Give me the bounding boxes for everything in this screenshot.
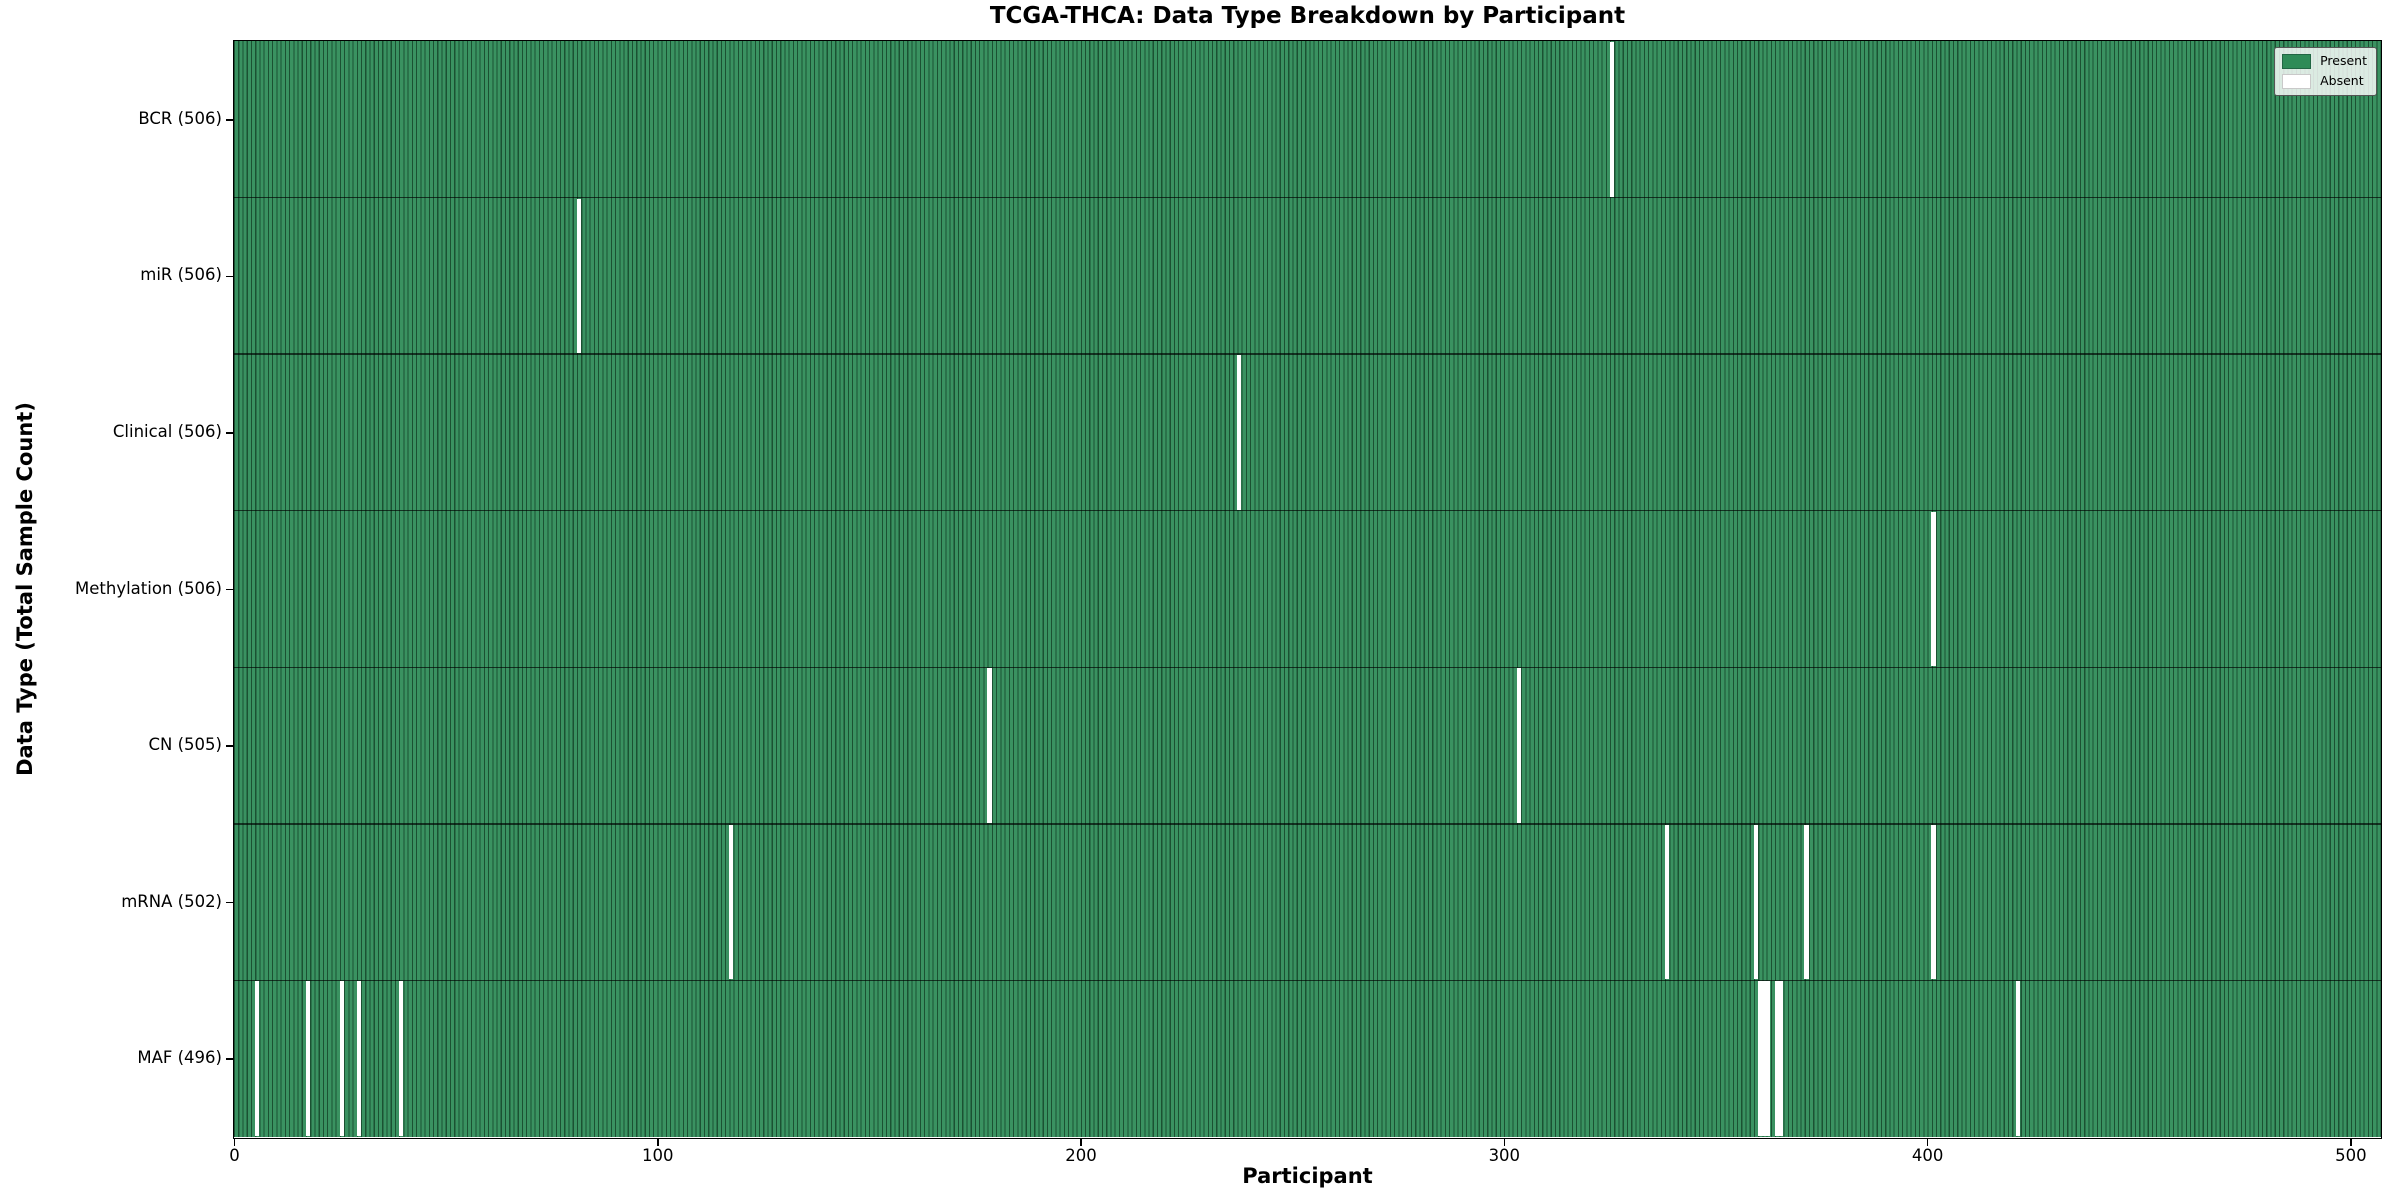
absent-gap: [576, 198, 582, 354]
absent-gap: [729, 824, 734, 980]
y-tick-label-bcr: BCR (506): [138, 108, 222, 128]
absent-gap: [1778, 981, 1784, 1136]
row-band-bcr: [234, 41, 2381, 198]
x-tick-mark: [1926, 1139, 1929, 1146]
absent-gap: [987, 668, 992, 823]
legend-absent-label: Absent: [2320, 73, 2364, 89]
row-band-cn: [234, 667, 2381, 824]
x-tick-label-500: 500: [2335, 1146, 2367, 1165]
y-tick-label-mir: miR (506): [140, 265, 222, 285]
x-tick-mark: [2350, 1139, 2352, 1146]
x-tick-mark: [657, 1139, 659, 1146]
y-tick-label-cn: CN (505): [148, 735, 222, 755]
absent-gap: [1516, 668, 1521, 823]
absent-gap: [1762, 981, 1767, 1136]
legend: Present Absent: [2274, 47, 2377, 96]
x-tick-label-400: 400: [1911, 1146, 1944, 1165]
legend-item-absent: Absent: [2282, 74, 2367, 89]
row-band-clinical: [234, 354, 2381, 511]
y-tick-mark: [226, 745, 233, 747]
absent-gap: [339, 981, 345, 1136]
x-tick-mark: [1503, 1139, 1506, 1146]
y-tick-mark: [226, 588, 233, 591]
x-tick-label-300: 300: [1488, 1146, 1521, 1165]
absent-gap: [1804, 824, 1809, 980]
absent-gap: [399, 981, 404, 1136]
row-separator: [234, 666, 2381, 668]
y-tick-mark: [226, 275, 233, 278]
row-band-maf: [234, 980, 2381, 1137]
x-tick-label-0: 0: [229, 1146, 240, 1165]
y-tick-mark: [226, 432, 233, 434]
absent-gap: [2015, 981, 2021, 1136]
absent-gap: [1609, 42, 1614, 197]
row-separator: [234, 196, 2381, 199]
y-tick-label-clinical: Clinical (506): [112, 421, 222, 441]
absent-gap: [1766, 981, 1771, 1136]
x-axis-label: Participant: [1242, 1164, 1373, 1188]
absent-gap: [1931, 511, 1936, 667]
absent-gap: [1753, 824, 1758, 980]
plot-area: Present Absent: [233, 40, 2382, 1139]
x-tick-mark: [1080, 1139, 1082, 1146]
x-tick-label-100: 100: [642, 1146, 674, 1165]
y-tick-label-maf: MAF (496): [137, 1048, 222, 1068]
absent-gap: [255, 981, 260, 1136]
absent-gap: [1664, 824, 1669, 980]
absent-gap: [356, 981, 361, 1136]
row-separator: [234, 353, 2381, 355]
row-band-mir: [234, 197, 2381, 355]
absent-swatch-icon: [2282, 74, 2312, 89]
row-separator: [234, 823, 2381, 825]
row-band-methylation: [234, 510, 2381, 668]
absent-gap: [1237, 355, 1242, 510]
y-tick-mark: [226, 119, 233, 121]
row-band-mrna: [234, 823, 2381, 981]
absent-gap: [1931, 824, 1936, 980]
chart-title: TCGA-THCA: Data Type Breakdown by Partic…: [989, 3, 1626, 29]
y-tick-mark: [226, 1058, 233, 1060]
absent-gap: [1757, 981, 1762, 1136]
absent-gap: [305, 981, 311, 1136]
legend-present-label: Present: [2320, 53, 2367, 69]
y-tick-label-methylation: Methylation (506): [75, 578, 222, 598]
y-tick-label-mrna: mRNA (502): [121, 891, 222, 911]
row-separator: [234, 510, 2381, 512]
legend-item-present: Present: [2282, 54, 2367, 69]
absent-gap: [1774, 981, 1779, 1136]
present-swatch-icon: [2282, 54, 2312, 69]
x-tick-mark: [233, 1139, 236, 1146]
y-tick-mark: [226, 901, 233, 904]
row-separator: [234, 979, 2381, 982]
x-tick-label-200: 200: [1065, 1146, 1097, 1165]
